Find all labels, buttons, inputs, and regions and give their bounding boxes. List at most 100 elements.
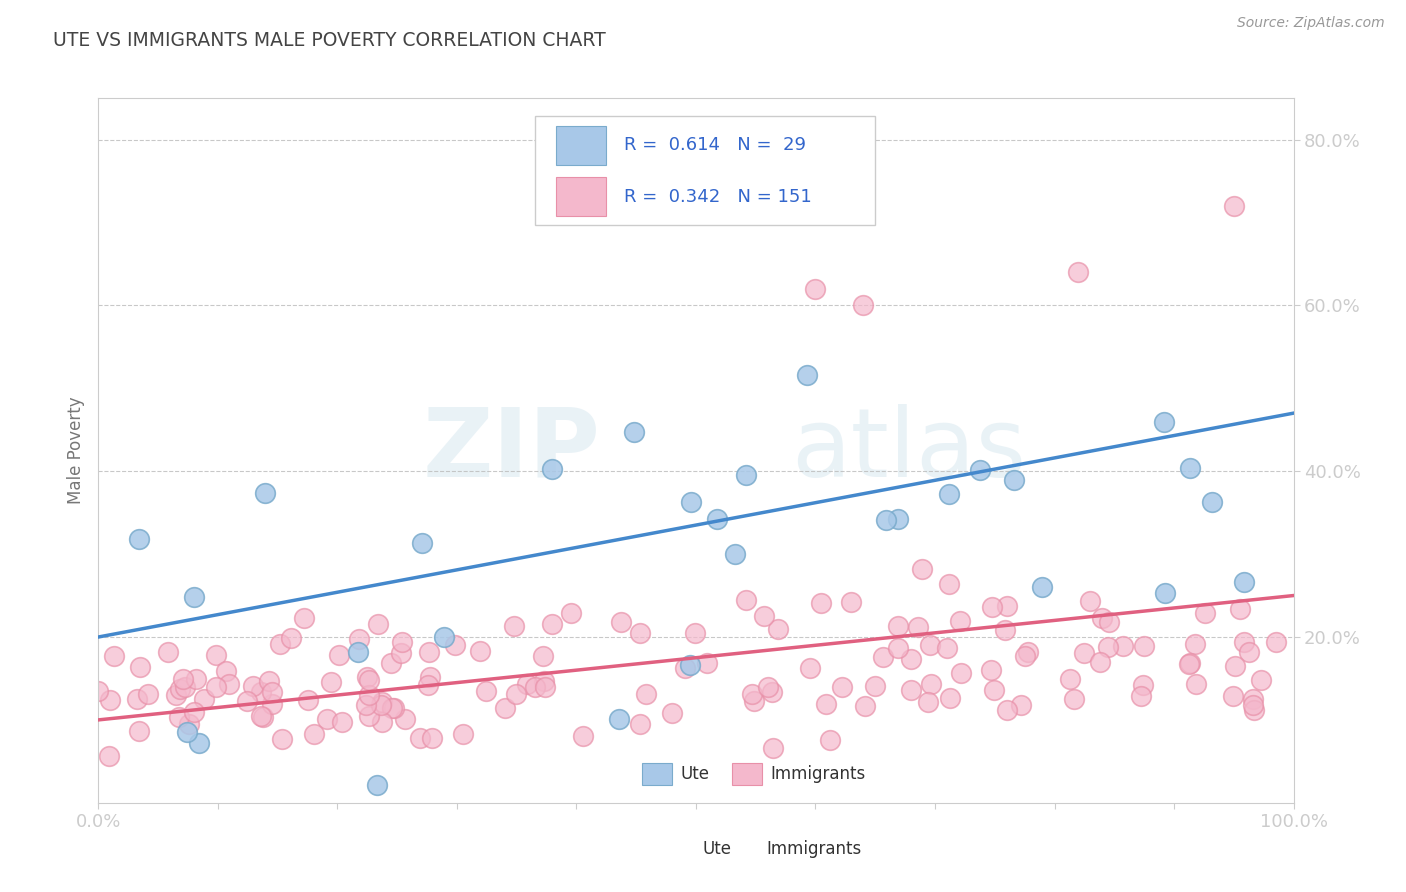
- Point: [995, 599, 1018, 613]
- Point: [560, 606, 582, 620]
- Bar: [733, 763, 762, 785]
- Point: [994, 623, 1017, 637]
- Point: [706, 512, 728, 526]
- Point: [623, 425, 645, 440]
- Point: [475, 684, 498, 698]
- Point: [381, 701, 404, 715]
- Point: [742, 694, 765, 708]
- FancyBboxPatch shape: [534, 116, 875, 225]
- Point: [502, 619, 524, 633]
- Point: [572, 730, 595, 744]
- Point: [98, 693, 121, 707]
- Point: [418, 677, 440, 691]
- Point: [359, 673, 381, 687]
- Point: [128, 533, 150, 547]
- Point: [366, 778, 388, 792]
- Point: [852, 298, 875, 312]
- Point: [673, 660, 696, 674]
- Point: [533, 674, 555, 689]
- Point: [872, 650, 894, 665]
- Point: [875, 513, 897, 527]
- Point: [523, 680, 546, 694]
- Point: [1059, 672, 1081, 686]
- Point: [815, 697, 838, 711]
- Point: [681, 495, 703, 509]
- Point: [887, 640, 910, 655]
- Point: [1201, 495, 1223, 509]
- Point: [205, 680, 228, 694]
- Point: [319, 675, 342, 690]
- Point: [367, 616, 389, 631]
- Point: [762, 740, 785, 755]
- Point: [269, 636, 291, 650]
- Point: [1223, 659, 1246, 673]
- Bar: [557, 126, 606, 165]
- Point: [280, 632, 302, 646]
- Point: [129, 660, 152, 674]
- Point: [218, 677, 240, 691]
- Point: [936, 641, 959, 656]
- Point: [831, 680, 853, 694]
- Bar: [643, 763, 672, 785]
- Point: [242, 679, 264, 693]
- Point: [865, 679, 887, 693]
- Point: [1112, 639, 1135, 653]
- Point: [1239, 645, 1261, 659]
- Point: [799, 661, 821, 675]
- Point: [1241, 698, 1264, 713]
- Point: [409, 731, 432, 746]
- Point: [174, 681, 197, 695]
- Point: [444, 638, 467, 652]
- Point: [260, 697, 283, 711]
- Point: [1178, 461, 1201, 475]
- Point: [920, 677, 942, 691]
- Point: [328, 648, 350, 662]
- Point: [371, 715, 394, 730]
- Point: [422, 731, 444, 745]
- Point: [804, 282, 827, 296]
- Point: [1223, 199, 1246, 213]
- Point: [391, 635, 413, 649]
- Point: [468, 644, 491, 658]
- Y-axis label: Male Poverty: Male Poverty: [66, 397, 84, 504]
- Point: [292, 611, 315, 625]
- Point: [356, 670, 378, 684]
- Bar: [557, 178, 606, 216]
- Point: [183, 591, 205, 605]
- Point: [1097, 640, 1119, 655]
- Point: [186, 673, 208, 687]
- Point: [356, 698, 378, 712]
- Point: [756, 680, 779, 694]
- Point: [380, 656, 402, 670]
- Point: [818, 732, 841, 747]
- Text: ZIP: ZIP: [422, 404, 600, 497]
- Text: R =  0.342   N = 151: R = 0.342 N = 151: [624, 188, 813, 206]
- Point: [394, 713, 416, 727]
- Point: [1132, 678, 1154, 692]
- Text: Immigrants: Immigrants: [766, 840, 862, 858]
- Point: [1014, 648, 1036, 663]
- Point: [1243, 703, 1265, 717]
- Point: [839, 594, 862, 608]
- Point: [938, 691, 960, 706]
- Text: UTE VS IMMIGRANTS MALE POVERTY CORRELATION CHART: UTE VS IMMIGRANTS MALE POVERTY CORRELATI…: [53, 31, 606, 50]
- Point: [260, 684, 283, 698]
- Point: [1017, 645, 1039, 659]
- Point: [138, 687, 160, 701]
- Point: [382, 701, 405, 715]
- Point: [259, 673, 281, 688]
- Point: [125, 692, 148, 706]
- Point: [516, 677, 538, 691]
- Point: [371, 695, 394, 709]
- Point: [250, 684, 273, 698]
- Point: [752, 609, 775, 624]
- Point: [810, 596, 832, 610]
- Point: [97, 749, 120, 764]
- Point: [1184, 637, 1206, 651]
- Point: [607, 712, 630, 726]
- Point: [1233, 635, 1256, 649]
- Point: [1078, 594, 1101, 608]
- Point: [1241, 692, 1264, 706]
- Point: [167, 709, 190, 723]
- Point: [950, 665, 973, 680]
